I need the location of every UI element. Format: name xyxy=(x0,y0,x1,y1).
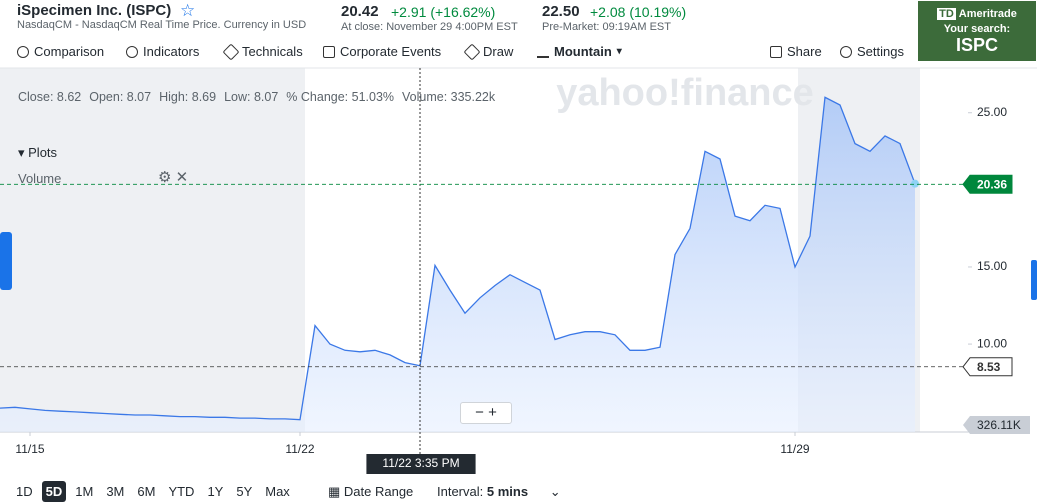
right-tab[interactable] xyxy=(1031,260,1037,300)
title: iSpecimen Inc. (ISPC) xyxy=(17,2,172,19)
ad[interactable]: TD Ameritrade Your search: ISPC xyxy=(918,1,1036,61)
x-tick-label: 11/29 xyxy=(780,442,809,456)
label: Mountain xyxy=(554,44,612,59)
price-tag xyxy=(962,357,1013,377)
toolbar-item[interactable]: Draw xyxy=(463,43,514,60)
crosshair-label-bg xyxy=(366,454,476,474)
ad-brand: TD Ameritrade xyxy=(937,8,1017,20)
price-tag xyxy=(962,174,1013,194)
range-button[interactable]: 1M xyxy=(75,484,94,499)
watchlist-star[interactable]: ☆ xyxy=(180,1,196,20)
range-buttons: 1D 5D 1M 3M 6M YTD 1Y 5Y Max xyxy=(12,481,294,502)
y-tick-label: 10.00 xyxy=(977,336,1007,350)
close-note: At close: November 29 4:00PM EST xyxy=(341,21,518,33)
x-tick-label: 11/22 xyxy=(285,442,314,456)
toolbar-item[interactable]: Technicals xyxy=(222,43,303,60)
price-tag-label: 8.53 xyxy=(977,360,1001,374)
premarket-change: +2.08 (10.19%) xyxy=(590,4,687,20)
value: 5 mins xyxy=(486,484,529,499)
price: 20.42 xyxy=(341,3,379,20)
toolbar-item[interactable]: Indicators xyxy=(126,44,199,59)
premarket-note: Pre-Market: 09:19AM EST xyxy=(542,21,671,33)
stat: High: 8.69 xyxy=(159,90,217,104)
area xyxy=(0,97,915,433)
x-tick-label: 11/15 xyxy=(15,442,44,456)
toolbar-item[interactable]: Settings xyxy=(840,44,904,59)
stat: % Change: 51.03% xyxy=(286,90,395,104)
last-point xyxy=(911,179,919,188)
left-tab[interactable] xyxy=(0,232,12,290)
price-line xyxy=(0,96,916,421)
plots-title[interactable]: ▾ Plots xyxy=(18,145,58,160)
y-tick-label: 25.00 xyxy=(977,105,1007,119)
subtitle: NasdaqCM - NasdaqCM Real Time Price. Cur… xyxy=(17,19,307,31)
range-button[interactable]: Max xyxy=(265,484,290,499)
date-range[interactable]: ▦ Date Range xyxy=(328,484,414,499)
watermark: yahoo!finance xyxy=(556,72,814,114)
toolbar-item[interactable]: Mountain ▾ xyxy=(537,44,622,59)
label: Share xyxy=(787,44,822,59)
label: Draw xyxy=(483,44,514,59)
price-tag-label: 20.36 xyxy=(977,177,1007,191)
range-button[interactable]: 5D xyxy=(41,481,67,502)
ad-brand-text: Ameritrade xyxy=(958,8,1017,20)
label: Settings xyxy=(857,44,904,59)
ad-symbol: ISPC xyxy=(955,35,998,55)
interval[interactable]: Interval: 5 mins ⌄ xyxy=(437,484,561,499)
change: +2.91 (+16.62%) xyxy=(391,4,496,20)
toolbar-item[interactable]: Corporate Events xyxy=(323,44,441,59)
after-hours-band xyxy=(0,68,305,432)
plot-controls[interactable]: ⚙ ✕ xyxy=(158,169,189,186)
label: Interval: xyxy=(437,484,484,499)
volume-tag xyxy=(963,416,1030,434)
crosshair-label: 11/22 3:35 PM xyxy=(382,456,459,470)
toolbar-item[interactable]: Share xyxy=(770,44,822,59)
stats: Close: 8.62 Open: 8.07 High: 8.69 Low: 8.07… xyxy=(18,90,495,104)
y-tick-label: 15.00 xyxy=(977,259,1007,273)
range-button[interactable]: 6M xyxy=(137,484,156,499)
stat: Volume: 335.22k xyxy=(402,90,496,104)
stat: Low: 8.07 xyxy=(224,90,279,104)
range-button[interactable]: 1Y xyxy=(207,484,224,499)
ad-line: Your search: xyxy=(943,23,1011,35)
range-button[interactable]: 1D xyxy=(16,484,33,499)
zoom-controls[interactable]: − + xyxy=(460,402,512,424)
toolbar-item[interactable]: Comparison xyxy=(17,44,104,59)
label: Corporate Events xyxy=(340,44,442,59)
label: Plots xyxy=(28,145,58,160)
range-button[interactable]: 5Y xyxy=(236,484,253,499)
premarket-price: 22.50 xyxy=(542,3,580,20)
plot-item[interactable]: Volume xyxy=(18,171,62,186)
range-button[interactable]: 3M xyxy=(106,484,125,499)
range-button[interactable]: YTD xyxy=(168,484,195,499)
stat: Open: 8.07 xyxy=(89,90,152,104)
label: Date Range xyxy=(343,484,414,499)
label: Comparison xyxy=(34,44,105,59)
label: Indicators xyxy=(143,44,200,59)
stat: Close: 8.62 xyxy=(18,90,82,104)
volume-tag-label: 326.11K xyxy=(977,418,1021,432)
label: Technicals xyxy=(242,44,303,59)
